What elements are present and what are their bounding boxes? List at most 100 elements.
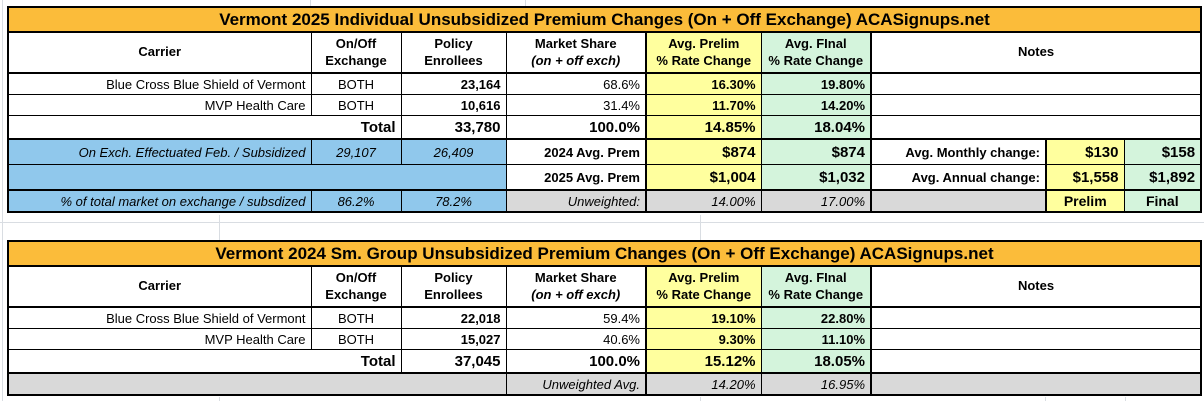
market-share-cell[interactable]: 59.4% xyxy=(505,306,647,329)
notes-cell[interactable] xyxy=(870,94,1202,116)
prelim-rate-cell[interactable]: 11.70% xyxy=(645,94,762,116)
percent-exchange-label[interactable]: % of total market on exchange / subsdize… xyxy=(7,189,312,213)
col-header-carrier[interactable]: Carrier xyxy=(7,265,312,308)
final-rate-cell[interactable]: 22.80% xyxy=(760,306,872,329)
col-header-final[interactable]: Avg. FInal% Rate Change xyxy=(760,265,872,308)
subsidized-value[interactable]: 26,409 xyxy=(400,138,507,165)
enrollees-cell[interactable]: 15,027 xyxy=(400,328,507,350)
col-header-carrier[interactable]: Carrier xyxy=(7,31,312,74)
unweighted-final[interactable]: 17.00% xyxy=(760,189,872,213)
unweighted-prelim[interactable]: 14.20% xyxy=(645,372,762,396)
col-header-prelim[interactable]: Avg. Prelim% Rate Change xyxy=(645,265,762,308)
monthly-change-prelim[interactable]: $130 xyxy=(1045,138,1125,165)
final-rate-cell[interactable]: 19.80% xyxy=(760,72,872,95)
total-label[interactable]: Total xyxy=(7,349,402,374)
small-group-premium-table: Vermont 2024 Sm. Group Unsubsidized Prem… xyxy=(6,240,1203,396)
exchange-cell[interactable]: BOTH xyxy=(310,306,402,329)
gridline xyxy=(0,222,1204,223)
total-row: Total 33,780 100.0% 14.85% 18.04% xyxy=(7,115,1202,140)
header-row: Carrier On/Off Exchange Policy Enrollees M… xyxy=(7,265,1202,308)
notes-cell[interactable] xyxy=(870,349,1202,374)
table-title: Vermont 2024 Sm. Group Unsubsidized Prem… xyxy=(6,240,1203,267)
exchange-cell[interactable]: BOTH xyxy=(310,72,402,95)
enrollees-cell[interactable]: 23,164 xyxy=(400,72,507,95)
percent-exchange-value[interactable]: 78.2% xyxy=(400,189,507,213)
enrollees-cell[interactable]: 10,616 xyxy=(400,94,507,116)
empty-gray-cell[interactable] xyxy=(870,372,1202,396)
monthly-change-label[interactable]: Avg. Monthly change: xyxy=(870,138,1047,165)
empty-gray-cell[interactable] xyxy=(7,372,507,396)
final-column-label[interactable]: Final xyxy=(1123,189,1202,213)
carrier-row: MVP Health Care BOTH 10,616 31.4% 11.70%… xyxy=(7,94,1202,116)
total-market-share[interactable]: 100.0% xyxy=(505,349,647,374)
market-share-cell[interactable]: 68.6% xyxy=(505,72,647,95)
total-enrollees[interactable]: 33,780 xyxy=(400,115,507,140)
monthly-change-final[interactable]: $158 xyxy=(1123,138,1202,165)
subsidized-value[interactable]: 29,107 xyxy=(310,138,402,165)
total-market-share[interactable]: 100.0% xyxy=(505,115,647,140)
final-rate-cell[interactable]: 14.20% xyxy=(760,94,872,116)
col-header-notes[interactable]: Notes xyxy=(870,31,1202,74)
annual-change-label[interactable]: Avg. Annual change: xyxy=(870,164,1047,191)
notes-cell[interactable] xyxy=(870,115,1202,140)
carrier-cell[interactable]: MVP Health Care xyxy=(7,94,312,116)
market-share-cell[interactable]: 31.4% xyxy=(505,94,647,116)
subsidized-label[interactable]: On Exch. Effectuated Feb. / Subsidized xyxy=(7,138,312,165)
annual-change-final[interactable]: $1,892 xyxy=(1123,164,1202,191)
notes-cell[interactable] xyxy=(870,306,1202,329)
col-header-exchange[interactable]: On/Off Exchange xyxy=(310,31,402,74)
avg-prem-label[interactable]: 2025 Avg. Prem xyxy=(505,164,647,191)
gridline xyxy=(700,215,701,240)
header-row: Carrier On/Off Exchange Policy Enrollees M… xyxy=(7,31,1202,74)
gridline xyxy=(1125,397,1126,401)
carrier-row: Blue Cross Blue Shield of Vermont BOTH 2… xyxy=(7,72,1202,95)
avg-prem-final[interactable]: $1,032 xyxy=(760,164,872,191)
unweighted-row: Unweighted Avg. 14.20% 16.95% xyxy=(7,372,1202,396)
col-header-market-share[interactable]: Market Share (on + off exch) xyxy=(505,31,647,74)
avg-prem-prelim[interactable]: $1,004 xyxy=(645,164,762,191)
total-final-rate[interactable]: 18.04% xyxy=(760,115,872,140)
unweighted-prelim[interactable]: 14.00% xyxy=(645,189,762,213)
col-header-final[interactable]: Avg. FInal% Rate Change xyxy=(760,31,872,74)
prelim-rate-cell[interactable]: 19.10% xyxy=(645,306,762,329)
gridline xyxy=(1045,397,1046,401)
gridline xyxy=(2,0,3,401)
exchange-cell[interactable]: BOTH xyxy=(310,328,402,350)
percent-exchange-value[interactable]: 86.2% xyxy=(310,189,402,213)
prelim-column-label[interactable]: Prelim xyxy=(1045,189,1125,213)
market-share-cell[interactable]: 40.6% xyxy=(505,328,647,350)
col-header-notes[interactable]: Notes xyxy=(870,265,1202,308)
subsidized-row: 2025 Avg. Prem $1,004 $1,032 Avg. Annual… xyxy=(7,164,1202,191)
unweighted-label[interactable]: Unweighted Avg. xyxy=(505,372,647,396)
total-prelim-rate[interactable]: 15.12% xyxy=(645,349,762,374)
final-rate-cell[interactable]: 11.10% xyxy=(760,328,872,350)
col-header-exchange[interactable]: On/Off Exchange xyxy=(310,265,402,308)
col-header-enrollees[interactable]: Policy Enrollees xyxy=(400,265,507,308)
notes-cell[interactable] xyxy=(870,72,1202,95)
total-final-rate[interactable]: 18.05% xyxy=(760,349,872,374)
carrier-cell[interactable]: MVP Health Care xyxy=(7,328,312,350)
col-header-market-share[interactable]: Market Share (on + off exch) xyxy=(505,265,647,308)
total-label[interactable]: Total xyxy=(7,115,402,140)
unweighted-final[interactable]: 16.95% xyxy=(760,372,872,396)
exchange-cell[interactable]: BOTH xyxy=(310,94,402,116)
col-header-prelim[interactable]: Avg. Prelim% Rate Change xyxy=(645,31,762,74)
prelim-rate-cell[interactable]: 9.30% xyxy=(645,328,762,350)
table-title: Vermont 2025 Individual Unsubsidized Pre… xyxy=(6,6,1203,33)
avg-prem-prelim[interactable]: $874 xyxy=(645,138,762,165)
carrier-cell[interactable]: Blue Cross Blue Shield of Vermont xyxy=(7,72,312,95)
notes-cell[interactable] xyxy=(870,328,1202,350)
empty-blue-cell[interactable] xyxy=(7,164,507,191)
avg-prem-final[interactable]: $874 xyxy=(760,138,872,165)
total-prelim-rate[interactable]: 14.85% xyxy=(645,115,762,140)
annual-change-prelim[interactable]: $1,558 xyxy=(1045,164,1125,191)
carrier-cell[interactable]: Blue Cross Blue Shield of Vermont xyxy=(7,306,312,329)
unweighted-label[interactable]: Unweighted: xyxy=(505,189,647,213)
empty-gray-cell[interactable] xyxy=(870,189,1047,213)
avg-prem-label[interactable]: 2024 Avg. Prem xyxy=(505,138,647,165)
col-header-enrollees[interactable]: Policy Enrollees xyxy=(400,31,507,74)
enrollees-cell[interactable]: 22,018 xyxy=(400,306,507,329)
prelim-rate-cell[interactable]: 16.30% xyxy=(645,72,762,95)
total-enrollees[interactable]: 37,045 xyxy=(400,349,507,374)
